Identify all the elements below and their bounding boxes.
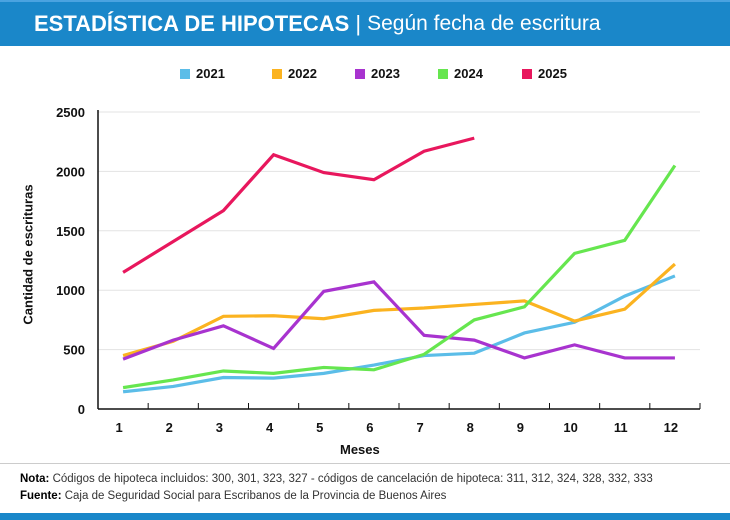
chart-legend: 2021 2022 2023 2024 2025 (0, 66, 730, 86)
legend-swatch (180, 68, 190, 79)
bottom-bar (0, 513, 730, 520)
header-bar: ESTADÍSTICA DE HIPOTECAS | Según fecha d… (0, 2, 730, 46)
x-tick-label: 11 (614, 420, 628, 435)
y-tick-label: 1500 (56, 224, 85, 239)
x-tick-label: 8 (467, 420, 474, 435)
x-tick-label: 2 (166, 420, 173, 435)
footnote-note: Nota: Códigos de hipoteca incluidos: 300… (20, 473, 653, 485)
legend-item-2024: 2024 (438, 66, 483, 81)
x-tick-label: 6 (366, 420, 373, 435)
y-axis-title: Cantidad de escrituras (20, 184, 36, 325)
y-tick-label: 500 (63, 343, 85, 358)
x-tick-label: 12 (664, 420, 678, 435)
y-tick-label: 1000 (56, 283, 85, 298)
x-tick-label: 4 (266, 420, 274, 435)
series-line-2025 (122, 136, 475, 274)
legend-item-2023: 2023 (355, 66, 400, 81)
source-text: Caja de Seguridad Social para Escribanos… (61, 490, 447, 502)
legend-swatch (272, 68, 282, 79)
x-tick-label: 9 (517, 420, 524, 435)
note-label: Nota: (20, 473, 50, 485)
legend-label: 2025 (538, 66, 567, 81)
legend-label: 2023 (371, 66, 400, 81)
legend-item-2021: 2021 (180, 66, 225, 81)
legend-label: 2021 (196, 66, 225, 81)
note-text: Códigos de hipoteca incluidos: 300, 301,… (49, 473, 653, 485)
title-separator: | (355, 11, 362, 36)
x-tick-label: 3 (216, 420, 223, 435)
x-tick-label: 5 (316, 420, 323, 435)
page-title: ESTADÍSTICA DE HIPOTECAS (34, 11, 350, 36)
x-axis-title: Meses (340, 442, 380, 457)
top-accent-line (0, 0, 730, 2)
y-tick-label: 2000 (56, 164, 85, 179)
source-label: Fuente: (20, 490, 62, 502)
legend-swatch (438, 68, 448, 79)
legend-label: 2024 (454, 66, 483, 81)
y-tick-label: 2500 (56, 105, 85, 120)
legend-item-2025: 2025 (522, 66, 567, 81)
series-line-2023 (122, 280, 675, 361)
page-subtitle: Según fecha de escritura (367, 12, 601, 35)
x-tick-label: 10 (563, 420, 577, 435)
legend-label: 2022 (288, 66, 317, 81)
footnote-source: Fuente: Caja de Seguridad Social para Es… (20, 490, 446, 502)
legend-swatch (355, 68, 365, 79)
x-tick-label: 1 (115, 420, 122, 435)
footer-divider (0, 463, 730, 464)
legend-swatch (522, 68, 532, 79)
x-tick-label: 7 (416, 420, 423, 435)
series-line-2024 (122, 164, 677, 390)
legend-item-2022: 2022 (272, 66, 317, 81)
y-tick-label: 0 (78, 402, 85, 417)
